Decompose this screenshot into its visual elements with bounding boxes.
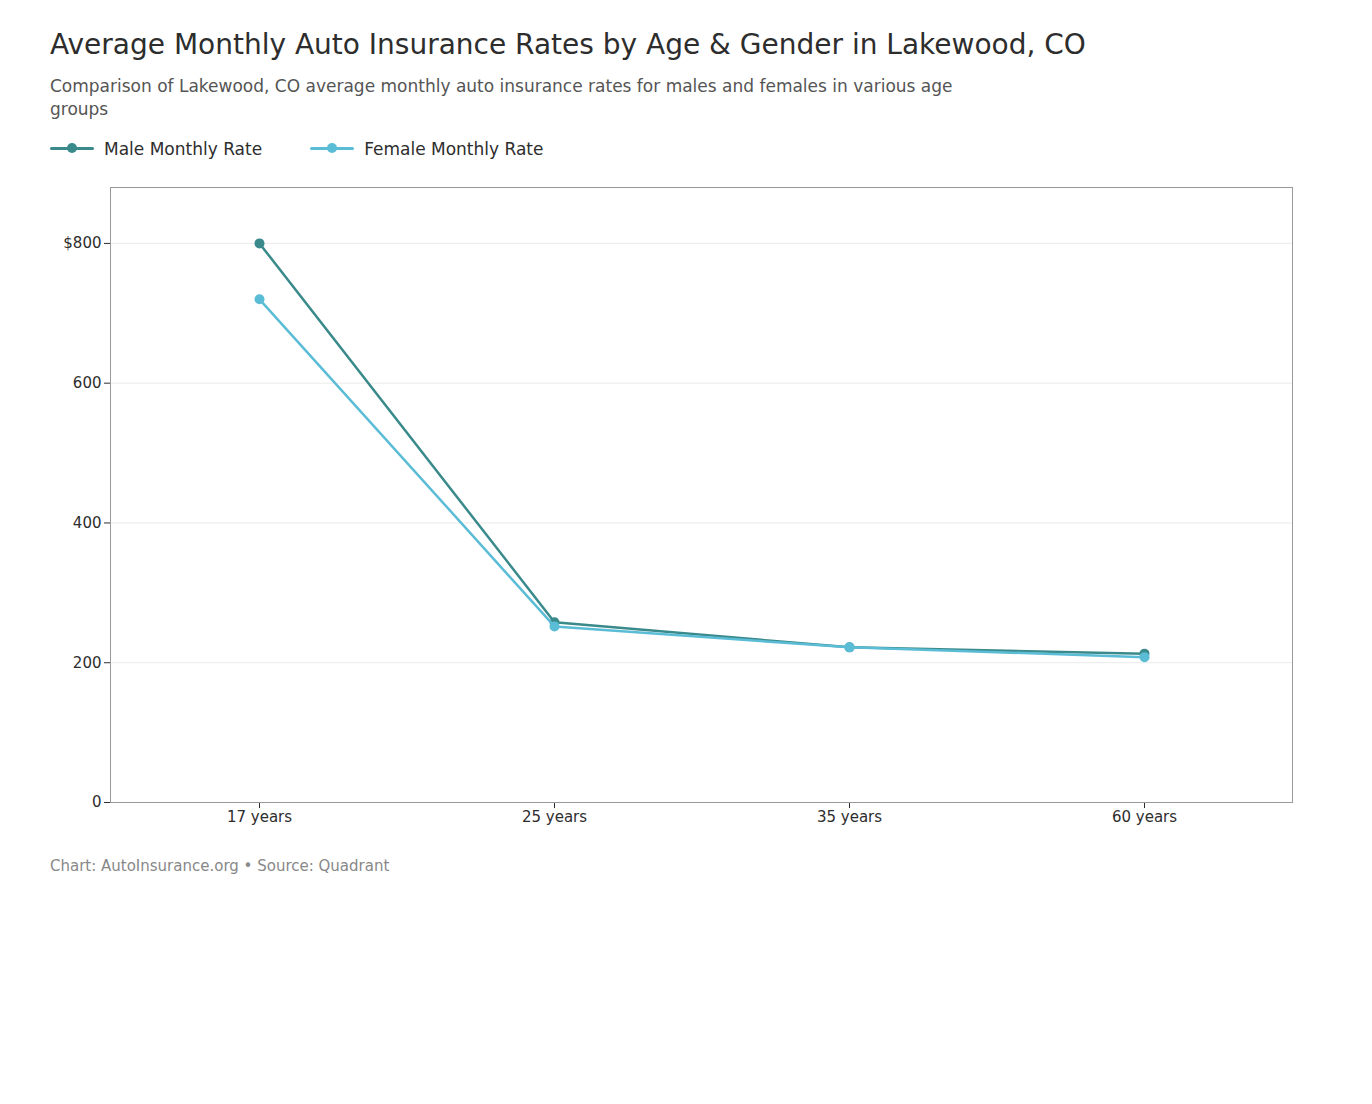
html-text:Chart: AutoInsurance.org • Sou: Chart: AutoInsurance.org • Source: Quadr… xyxy=(50,856,390,875)
svg-text:25 years: 25 years xyxy=(522,808,587,826)
html-text:Female Monthly Rate: Female Monthly Rate xyxy=(364,138,544,159)
html-text:Male Monthly Rate: Male Monthly Rate xyxy=(104,138,263,159)
html-text:Comparison of Lakewood, CO ave: Comparison of Lakewood, CO average month… xyxy=(50,76,953,119)
svg-text:35 years: 35 years xyxy=(817,808,882,826)
svg-text:600: 600 xyxy=(73,374,102,392)
svg-text:0: 0 xyxy=(92,793,102,811)
svg-text:17 years: 17 years xyxy=(227,808,292,826)
html-text:Average Monthly Auto Insurance: Average Monthly Auto Insurance Rates by … xyxy=(50,28,1086,61)
svg-text:60 years: 60 years xyxy=(1112,808,1177,826)
svg-text:400: 400 xyxy=(73,514,102,532)
svg-text:$800: $800 xyxy=(63,234,101,252)
svg-text:200: 200 xyxy=(73,653,102,671)
